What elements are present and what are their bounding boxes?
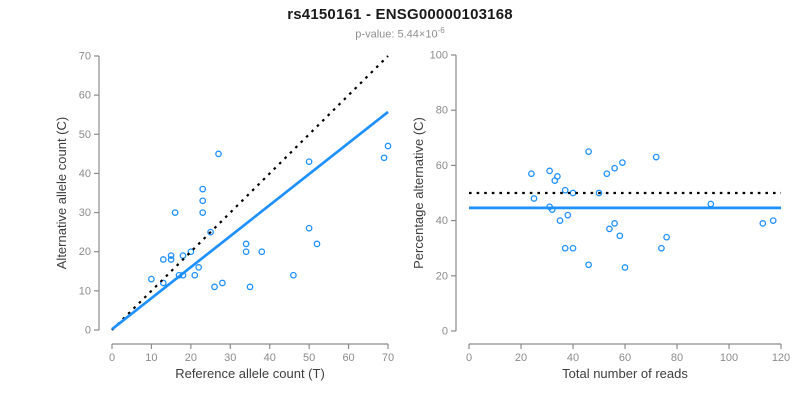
data-point — [384, 142, 392, 150]
data-point — [561, 186, 569, 194]
data-point — [603, 170, 611, 178]
x-tick-label: 50 — [303, 352, 315, 364]
x-tick-label: 70 — [382, 352, 394, 364]
data-point — [569, 189, 577, 197]
y-tick-label: 40 — [79, 168, 91, 180]
data-point — [564, 211, 572, 219]
y-tick-label: 0 — [85, 325, 91, 337]
x-axis-title: Total number of reads — [562, 366, 688, 381]
plot-header: rs4150161 - ENSG00000103168 p-value: 5.4… — [0, 6, 800, 41]
y-tick-label: 40 — [436, 215, 448, 227]
data-point — [611, 164, 618, 172]
data-point — [191, 271, 199, 279]
data-point — [199, 197, 207, 205]
data-point — [199, 185, 207, 193]
data-point — [585, 148, 592, 155]
data-point — [179, 252, 187, 259]
data-point — [167, 252, 175, 259]
data-point — [616, 232, 624, 240]
data-point — [769, 217, 777, 224]
data-point — [246, 283, 254, 291]
plot-title: rs4150161 - ENSG00000103168 — [287, 6, 513, 23]
data-point — [663, 233, 670, 241]
x-tick-label: 40 — [567, 352, 579, 364]
data-point — [148, 275, 155, 283]
y-tick-label: 20 — [436, 270, 448, 282]
x-tick-label: 60 — [342, 352, 354, 364]
data-point — [167, 256, 175, 263]
x-tick-label: 0 — [109, 352, 115, 364]
data-point — [621, 264, 629, 271]
data-point — [595, 189, 603, 197]
data-point — [258, 248, 266, 256]
x-tick-label: 30 — [224, 352, 236, 364]
pvalue-exponent: -6 — [437, 26, 445, 35]
data-point — [199, 209, 207, 216]
data-point — [380, 154, 388, 162]
fit-line — [111, 110, 389, 331]
x-tick-label: 100 — [720, 352, 738, 364]
data-point — [305, 224, 313, 232]
pvalue-text: p-value: 5.44×10 — [355, 28, 438, 41]
y-tick-label: 30 — [79, 207, 91, 219]
data-point — [171, 209, 179, 216]
y-tick-label: 60 — [79, 90, 91, 102]
data-point — [611, 220, 618, 227]
data-point — [585, 261, 592, 269]
y-tick-label: 60 — [436, 160, 448, 172]
data-point — [606, 225, 613, 233]
data-point — [187, 248, 195, 256]
data-point — [546, 167, 553, 175]
y-tick-label: 80 — [436, 105, 448, 117]
data-point — [313, 240, 321, 248]
data-point — [619, 159, 626, 166]
data-point — [556, 217, 564, 224]
data-point — [159, 279, 167, 287]
data-point — [211, 283, 218, 291]
data-point — [159, 256, 167, 263]
x-axis-title: Reference allele count (T) — [175, 366, 325, 381]
data-point — [530, 195, 538, 202]
panel-right: 0 20 40 60 80 100 120 0 20 40 60 80 100 Total number … — [411, 50, 790, 382]
data-point — [528, 170, 535, 178]
data-point — [561, 244, 569, 252]
x-tick-label: 20 — [515, 352, 527, 364]
data-point — [707, 200, 715, 208]
pvalue-subtitle: p-value: 5.44×10-6 — [0, 26, 800, 41]
panel-left: 0 10 20 30 40 50 60 70 0 10 20 30 40 50 60 70 Reference … — [54, 51, 394, 382]
y-axis-title: Alternative allele count (C) — [54, 117, 69, 269]
x-tick-label: 10 — [145, 352, 157, 364]
y-tick-label: 10 — [79, 285, 91, 297]
data-point — [207, 228, 214, 236]
y-tick-label: 50 — [79, 129, 91, 141]
y-tick-label: 100 — [430, 50, 448, 62]
x-tick-label: 80 — [671, 352, 683, 364]
data-point — [290, 271, 297, 279]
data-point — [305, 158, 313, 166]
data-point — [569, 244, 577, 252]
data-point — [195, 264, 203, 271]
identity-line — [111, 55, 389, 331]
x-tick-label: 120 — [772, 352, 790, 364]
x-tick-label: 0 — [466, 352, 472, 364]
y-tick-label: 70 — [79, 51, 91, 63]
data-point — [759, 220, 767, 227]
data-point — [554, 173, 561, 180]
x-tick-label: 20 — [185, 352, 197, 364]
data-point — [215, 150, 222, 158]
data-point — [658, 244, 665, 252]
data-point — [652, 153, 660, 161]
data-point — [219, 279, 226, 287]
x-tick-label: 60 — [619, 352, 631, 364]
data-point — [242, 240, 250, 248]
y-tick-label: 0 — [442, 326, 448, 338]
y-axis-title: Percentage alternative (C) — [411, 117, 426, 269]
x-tick-label: 40 — [264, 352, 276, 364]
y-tick-label: 20 — [79, 246, 91, 258]
data-point — [242, 248, 250, 256]
